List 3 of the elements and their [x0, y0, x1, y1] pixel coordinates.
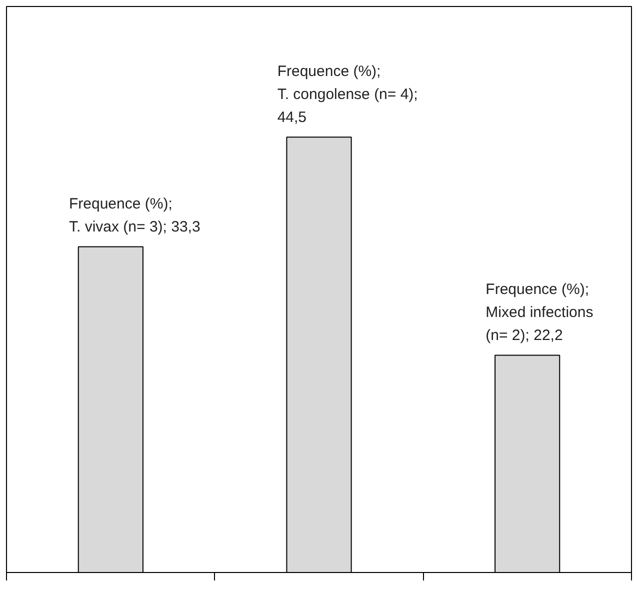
data-label: Frequence (%); T. congolense (n= 4); 44,5 [277, 62, 418, 126]
data-label: Frequence (%); Mixed infections (n= 2); 22,2 [486, 281, 594, 344]
data-label: Frequence (%); T. vivax (n= 3); 33,3 [69, 195, 200, 236]
